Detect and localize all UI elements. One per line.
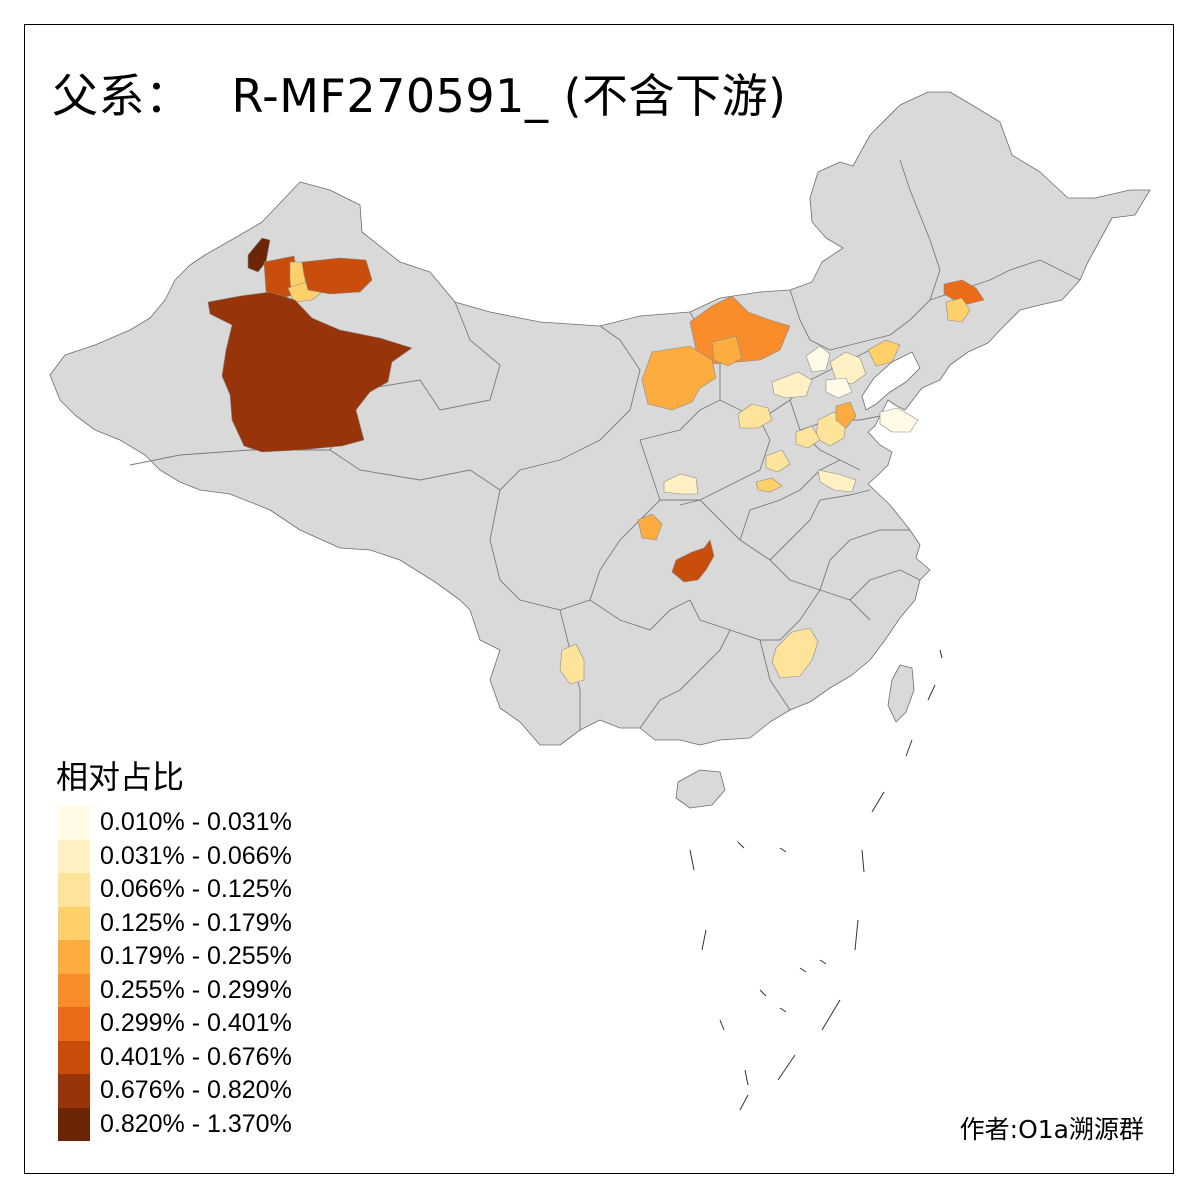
region-baoji xyxy=(663,473,699,495)
region-taiyuan xyxy=(737,403,773,429)
region-xinxiang xyxy=(765,449,791,473)
author-credit: 作者:O1a溯源群 xyxy=(959,1115,1144,1144)
legend-swatch xyxy=(58,1040,90,1074)
legend-swatch xyxy=(58,839,90,873)
hainan-island xyxy=(675,769,726,809)
region-zhengzhou xyxy=(755,477,783,493)
region-aksu-kashgar xyxy=(207,291,413,453)
legend-label: 0.179% - 0.255% xyxy=(100,942,292,970)
map-title: 父系： R-MF270591_ (不含下游) xyxy=(52,60,786,126)
legend-swatch xyxy=(58,806,90,840)
region-hanzhong xyxy=(637,513,663,541)
legend-swatch xyxy=(58,1007,90,1041)
legend-label: 0.676% - 0.820% xyxy=(100,1076,292,1104)
region-cangzhou xyxy=(835,401,857,429)
region-harbin xyxy=(943,279,985,305)
legend-swatch xyxy=(58,940,90,974)
legend-label: 0.010% - 0.031% xyxy=(100,808,292,836)
bohai-sea xyxy=(861,351,921,411)
legend-label: 0.299% - 0.401% xyxy=(100,1009,292,1037)
region-kunming xyxy=(559,643,585,685)
legend-label: 0.401% - 0.676% xyxy=(100,1042,292,1071)
colored-regions xyxy=(207,237,985,685)
region-chongqing xyxy=(671,539,715,583)
legend-swatch xyxy=(58,906,90,940)
region-zhangjiakou xyxy=(805,345,831,373)
legend-swatch xyxy=(58,873,90,907)
region-datong xyxy=(771,371,813,399)
title-haplogroup: R-MF270591_ (不含下游) xyxy=(231,69,787,123)
legend-label: 0.125% - 0.179% xyxy=(100,908,292,937)
legend-swatch xyxy=(58,1074,90,1108)
region-shijiazhuang xyxy=(795,425,821,449)
province-borders xyxy=(129,159,1081,730)
region-langfang xyxy=(825,377,853,399)
china-landmass xyxy=(49,91,1151,746)
region-ordos xyxy=(641,345,717,411)
south-china-sea-islands xyxy=(689,649,943,1111)
region-xuzhou xyxy=(817,469,857,493)
legend-swatch xyxy=(58,973,90,1007)
taiwan-island xyxy=(887,664,915,723)
legend-title: 相对占比 xyxy=(56,758,185,796)
region-changchun xyxy=(945,297,971,323)
legend-label: 0.820% - 1.370% xyxy=(100,1109,292,1138)
region-changji xyxy=(301,257,373,295)
legend-swatch xyxy=(58,1107,90,1141)
map-frame xyxy=(24,24,1174,1174)
region-ganzhou xyxy=(771,627,819,679)
legend-label: 0.255% - 0.299% xyxy=(100,975,292,1004)
title-prefix: 父系： xyxy=(52,69,192,123)
region-hohhot xyxy=(711,335,743,367)
region-chifeng xyxy=(867,339,901,367)
legend-label: 0.031% - 0.066% xyxy=(100,841,292,870)
legend-label: 0.066% - 0.125% xyxy=(100,875,292,903)
region-yantai xyxy=(879,407,919,433)
